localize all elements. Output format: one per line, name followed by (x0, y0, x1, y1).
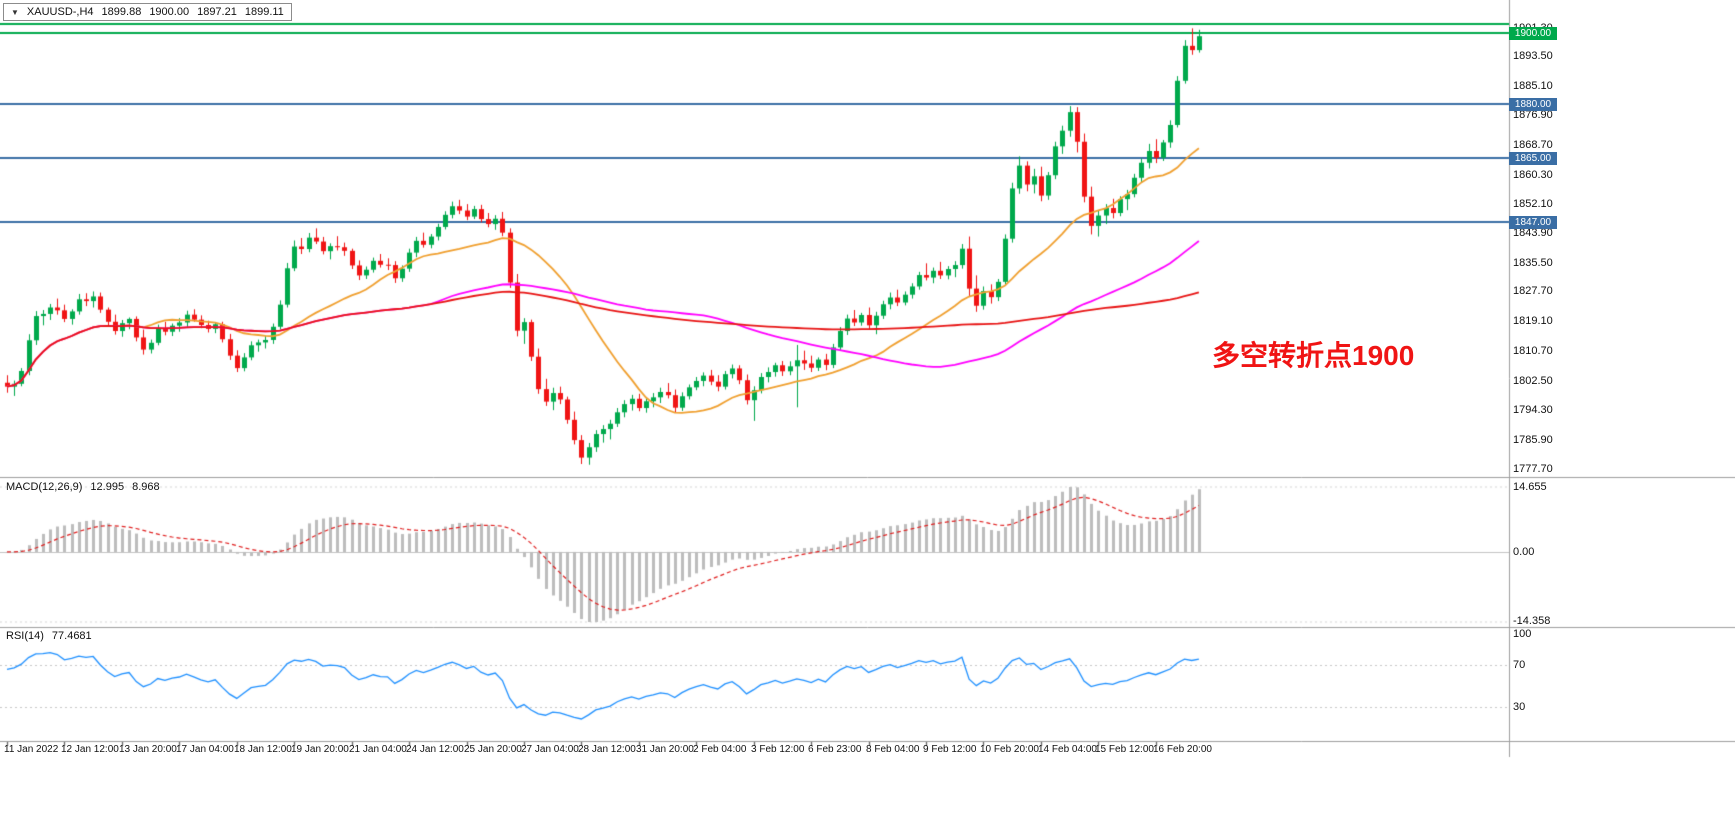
time-axis-label: 12 Jan 12:00 (61, 744, 119, 755)
price-axis-label: 1835.50 (1513, 257, 1553, 269)
time-axis-label: 10 Feb 20:00 (980, 744, 1039, 755)
price-axis-label: 1810.70 (1513, 345, 1553, 357)
price-axis-label: 1852.10 (1513, 198, 1553, 210)
macd-name: MACD(12,26,9) (6, 481, 83, 493)
macd-axis-label: -14.358 (1513, 615, 1551, 627)
rsi-axis-label: 70 (1513, 659, 1526, 671)
ohlc-low: 1897.21 (197, 6, 237, 18)
price-line-badge: 1880.00 (1509, 98, 1557, 111)
time-axis-label: 17 Jan 04:00 (176, 744, 234, 755)
time-axis-label: 27 Jan 04:00 (521, 744, 579, 755)
time-axis-label: 21 Jan 04:00 (349, 744, 407, 755)
ohlc-close: 1899.11 (244, 6, 284, 18)
price-axis-label: 1794.30 (1513, 404, 1553, 416)
annotation-text: 多空转折点1900 (1212, 340, 1415, 371)
price-axis-label: 1860.30 (1513, 169, 1553, 181)
rsi-name: RSI(14) (6, 630, 44, 642)
price-axis-label: 1868.70 (1513, 139, 1553, 151)
price-axis-label: 1785.90 (1513, 434, 1553, 446)
price-axis-label: 1893.50 (1513, 50, 1553, 62)
price-line-badge: 1847.00 (1509, 216, 1557, 229)
price-axis-label: 1885.10 (1513, 80, 1553, 92)
price-line-badge: 1900.00 (1509, 27, 1557, 40)
time-axis-label: 11 Jan 2022 (4, 744, 59, 755)
time-axis-label: 15 Feb 12:00 (1095, 744, 1154, 755)
macd-main-value: 12.995 (90, 481, 125, 493)
time-axis-label: 14 Feb 04:00 (1038, 744, 1097, 755)
time-axis-label: 8 Feb 04:00 (866, 744, 920, 755)
macd-signal-value: 8.968 (132, 481, 160, 493)
time-axis-label: 18 Jan 12:00 (234, 744, 292, 755)
price-axis-label: 1819.10 (1513, 315, 1553, 327)
rsi-axis-label: 100 (1513, 628, 1532, 640)
time-axis-label: 16 Feb 20:00 (1153, 744, 1212, 755)
time-axis-label: 6 Feb 23:00 (808, 744, 862, 755)
price-axis-label: 1802.50 (1513, 375, 1553, 387)
price-axis-label: 1777.70 (1513, 463, 1553, 475)
symbol-info-box[interactable]: ▼ XAUUSD-,H4 1899.88 1900.00 1897.21 189… (3, 3, 292, 21)
macd-axis-label: 14.655 (1513, 481, 1547, 493)
price-axis-label: 1843.90 (1513, 227, 1553, 239)
time-axis-label: 31 Jan 20:00 (636, 744, 694, 755)
rsi-value: 77.4681 (51, 630, 92, 642)
time-axis-label: 25 Jan 20:00 (464, 744, 522, 755)
symbol-period-label: XAUUSD-,H4 (26, 6, 94, 18)
price-axis-label: 1876.90 (1513, 109, 1553, 121)
price-line-badge: 1865.00 (1509, 152, 1557, 165)
price-axis-label: 1827.70 (1513, 285, 1553, 297)
time-axis-label: 28 Jan 12:00 (578, 744, 636, 755)
time-axis-label: 2 Feb 04:00 (693, 744, 747, 755)
rsi-indicator-label: RSI(14) 77.4681 (6, 630, 92, 642)
macd-axis-label: 0.00 (1513, 546, 1535, 558)
ohlc-high: 1900.00 (149, 6, 190, 18)
macd-indicator-label: MACD(12,26,9) 12.995 8.968 (6, 481, 160, 493)
ohlc-open: 1899.88 (101, 6, 142, 18)
time-axis-label: 3 Feb 12:00 (751, 744, 805, 755)
time-axis-label: 13 Jan 20:00 (119, 744, 177, 755)
time-axis-label: 19 Jan 20:00 (291, 744, 349, 755)
rsi-axis-label: 30 (1513, 701, 1526, 713)
symbol-dropdown-icon[interactable]: ▼ (11, 7, 19, 17)
time-axis-label: 9 Feb 12:00 (923, 744, 977, 755)
time-axis-label: 24 Jan 12:00 (406, 744, 464, 755)
